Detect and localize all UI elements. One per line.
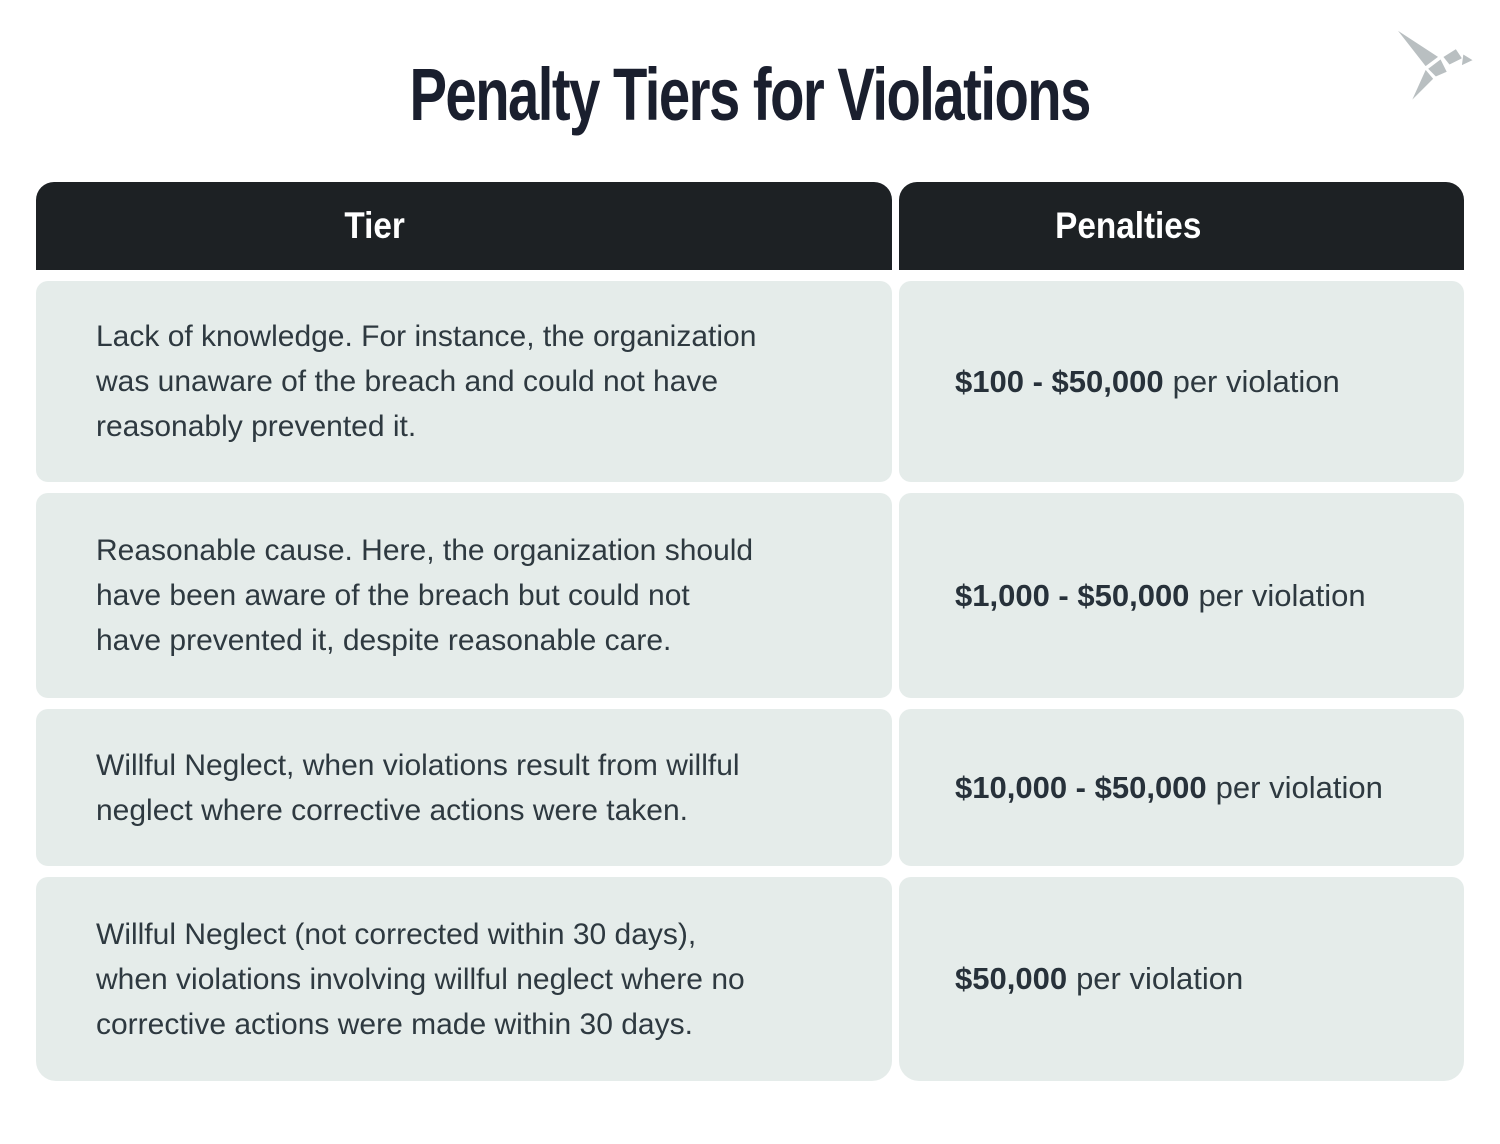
penalty-amount-3: $10,000 - $50,000 <box>955 769 1207 805</box>
tier-cell-3: Willful Neglect, when violations result … <box>36 709 892 866</box>
tier-text-2: Reasonable cause. Here, the organization… <box>96 534 754 657</box>
penalty-cell-3: $10,000 - $50,000 per violation <box>899 709 1464 866</box>
tier-cell-2: Reasonable cause. Here, the organization… <box>36 493 892 698</box>
title-row: Penalty Tiers for Violations <box>0 0 1500 132</box>
page-title: Penalty Tiers for Violations <box>409 53 1092 136</box>
penalty-unit-2: per violation <box>1198 577 1366 613</box>
penalty-amount-2: $1,000 - $50,000 <box>955 577 1190 613</box>
tier-text-4: Willful Neglect (not corrected within 30… <box>96 917 745 1041</box>
penalty-cell-2: $1,000 - $50,000 per violation <box>899 493 1464 698</box>
column-header-tier-label: Tier <box>344 205 406 246</box>
tier-cell-1: Lack of knowledge. For instance, the org… <box>36 281 892 482</box>
tier-text-1: Lack of knowledge. For instance, the org… <box>96 320 757 443</box>
column-header-penalties: Penalties <box>899 182 1464 270</box>
tier-cell-4: Willful Neglect (not corrected within 30… <box>36 877 892 1081</box>
tier-text-3: Willful Neglect, when violations result … <box>96 748 740 827</box>
penalty-cell-4: $50,000 per violation <box>899 877 1464 1081</box>
penalty-table: Tier Penalties Lack of knowledge. For in… <box>36 182 1464 1081</box>
origami-bird-logo-icon <box>1390 27 1478 106</box>
penalty-cell-1: $100 - $50,000 per violation <box>899 281 1464 482</box>
penalty-unit-1: per violation <box>1172 363 1340 399</box>
penalty-amount-4: $50,000 <box>955 961 1068 996</box>
column-header-penalties-label: Penalties <box>1054 205 1202 246</box>
penalty-unit-3: per violation <box>1215 769 1383 805</box>
column-header-tier: Tier <box>36 182 892 270</box>
penalty-unit-4: per violation <box>1076 961 1244 996</box>
penalty-amount-1: $100 - $50,000 <box>955 363 1164 399</box>
